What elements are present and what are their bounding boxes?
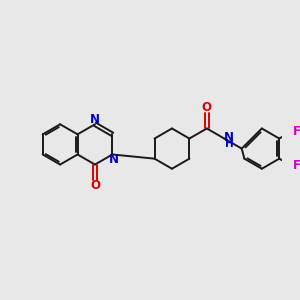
Text: O: O xyxy=(90,179,100,192)
Text: N: N xyxy=(224,130,234,144)
Text: N: N xyxy=(109,153,119,166)
Text: F: F xyxy=(292,159,300,172)
Text: H: H xyxy=(225,139,234,149)
Text: N: N xyxy=(90,113,100,126)
Text: F: F xyxy=(292,125,300,138)
Text: O: O xyxy=(202,101,212,114)
